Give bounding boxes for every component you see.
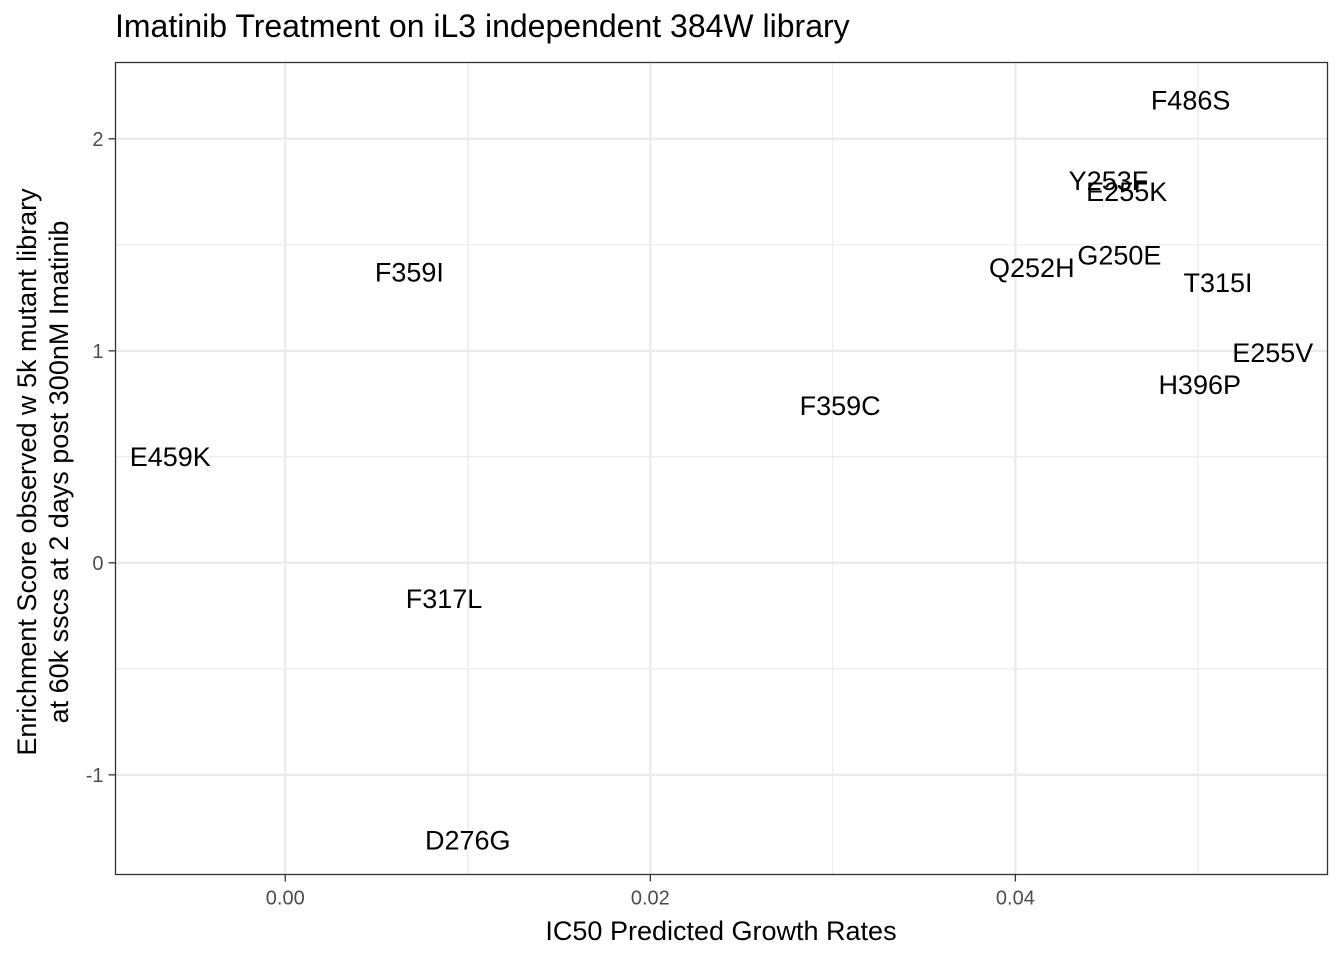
point-label-t315i: T315I	[1183, 268, 1252, 298]
x-tick-label: 0.00	[266, 888, 305, 910]
x-tick-labels: 0.00 0.02 0.04	[266, 888, 1035, 910]
y-axis-title-line-1: Enrichment Score observed w 5k mutant li…	[12, 188, 42, 756]
minor-grid	[115, 62, 1328, 875]
point-label-f359c: F359C	[800, 391, 881, 421]
point-label-f359i: F359I	[375, 257, 444, 287]
plot-border	[114, 61, 1329, 876]
plot-background	[115, 62, 1328, 875]
y-tick-label: 0	[92, 553, 103, 575]
point-label-e459k: E459K	[130, 442, 211, 472]
y-tick-label: 2	[92, 129, 103, 151]
point-label-y253f: Y253F	[1069, 166, 1149, 196]
point-label-d276g: D276G	[425, 826, 511, 856]
y-axis-title-line-2: at 60k sscs at 2 days post 300nM Imatini…	[44, 221, 74, 724]
y-tick-label: 1	[92, 341, 103, 363]
point-label-h396p: H396P	[1158, 370, 1241, 400]
point-label-e255k: E255K	[1086, 177, 1167, 207]
y-tick-label: -1	[86, 765, 104, 787]
axis-ticks	[108, 138, 1017, 882]
y-tick-labels: 2 1 0 -1	[86, 129, 104, 787]
x-axis-title: IC50 Predicted Growth Rates	[545, 916, 896, 946]
point-label-q252h: Q252H	[989, 253, 1075, 283]
x-tick-label: 0.02	[631, 888, 670, 910]
major-grid	[115, 62, 1328, 875]
point-label-f486s: F486S	[1151, 86, 1231, 116]
point-label-f317l: F317L	[406, 584, 483, 614]
x-tick-label: 0.04	[996, 888, 1035, 910]
point-label-g250e: G250E	[1077, 240, 1161, 270]
chart-title: Imatinib Treatment on iL3 independent 38…	[115, 8, 850, 44]
point-label-e255v: E255V	[1232, 338, 1313, 368]
